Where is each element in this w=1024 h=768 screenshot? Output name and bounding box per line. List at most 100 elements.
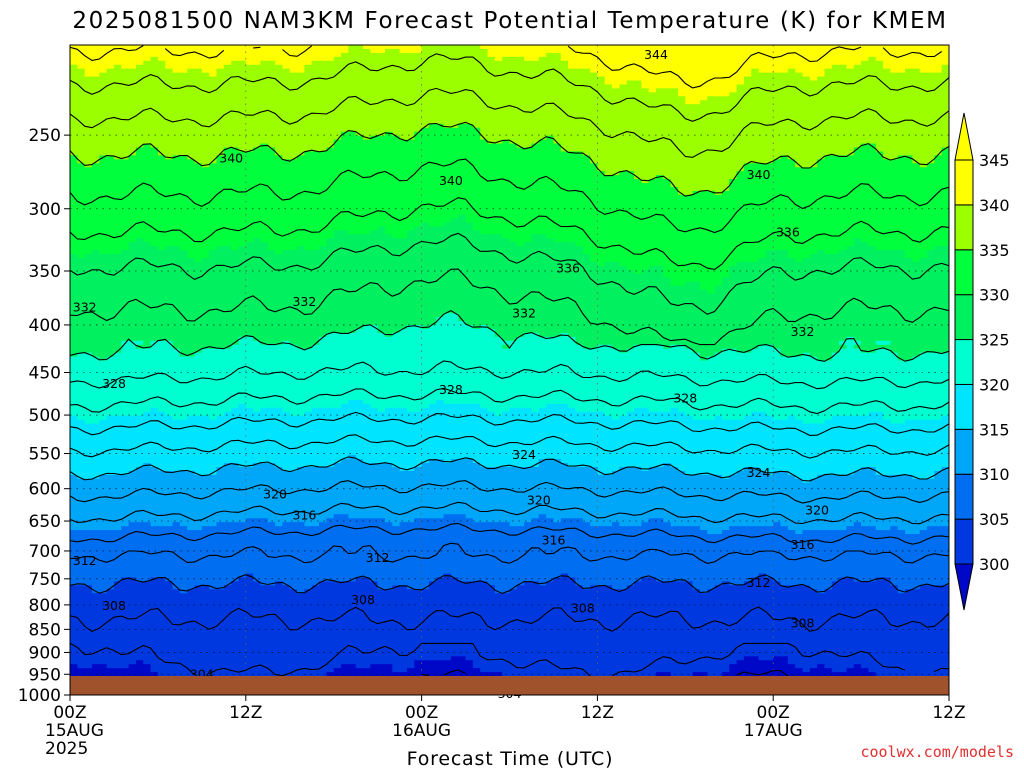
fill-cell bbox=[333, 234, 393, 239]
fill-cell bbox=[70, 411, 144, 417]
contour-316 bbox=[70, 501, 949, 525]
fill-cell bbox=[436, 321, 467, 326]
fill-cell bbox=[121, 577, 137, 582]
fill-cell bbox=[736, 660, 789, 665]
fill-cell bbox=[582, 250, 767, 255]
fill-cell bbox=[714, 585, 811, 590]
fill-cell bbox=[824, 68, 891, 74]
x-tick-label: 15AUG bbox=[45, 721, 104, 741]
fill-cell bbox=[656, 577, 752, 582]
fill-cell bbox=[743, 581, 782, 586]
fill-cell bbox=[787, 415, 796, 421]
fill-cell bbox=[524, 242, 577, 247]
fill-cell bbox=[275, 581, 284, 586]
fill-cell bbox=[736, 348, 752, 354]
fill-cell bbox=[70, 52, 342, 58]
fill-cell bbox=[831, 585, 899, 590]
fill-cell bbox=[392, 234, 408, 239]
fill-cell bbox=[135, 344, 152, 350]
fill-cell bbox=[546, 581, 577, 586]
fill-cell bbox=[560, 52, 949, 58]
fill-cell bbox=[128, 155, 166, 160]
fill-cell bbox=[795, 163, 818, 168]
fill-cell bbox=[135, 238, 144, 243]
fill-cell bbox=[795, 474, 818, 480]
fill-cell bbox=[502, 672, 657, 676]
fill-cell bbox=[817, 250, 826, 255]
fill-cell bbox=[875, 470, 935, 476]
fill-cell bbox=[487, 407, 511, 413]
fill-cell bbox=[150, 344, 174, 350]
fill-cell bbox=[135, 466, 159, 472]
fill-cell bbox=[70, 171, 606, 176]
fill-cell bbox=[890, 419, 906, 425]
fill-cell bbox=[216, 68, 291, 74]
fill-cell bbox=[883, 415, 943, 421]
fill-cell bbox=[714, 415, 723, 421]
fill-cell bbox=[150, 340, 174, 346]
fill-cell bbox=[70, 214, 459, 220]
fill-cell bbox=[919, 585, 949, 590]
fill-cell bbox=[538, 514, 547, 519]
fill-cell bbox=[70, 502, 949, 508]
fill-cell bbox=[70, 435, 949, 440]
fill-cell bbox=[692, 585, 716, 590]
fill-cell bbox=[84, 68, 108, 74]
fill-cell bbox=[70, 293, 949, 298]
fill-cell bbox=[509, 522, 525, 527]
fill-cell bbox=[685, 96, 708, 101]
fill-cell bbox=[670, 522, 774, 527]
fill-cell bbox=[765, 250, 789, 255]
contour-label: 328 bbox=[439, 382, 463, 397]
fill-cell bbox=[253, 407, 262, 413]
fill-cell bbox=[245, 403, 342, 409]
fill-cell bbox=[70, 455, 349, 460]
contour-label: 324 bbox=[512, 447, 536, 462]
fill-cell bbox=[384, 131, 393, 137]
fill-cell bbox=[787, 254, 811, 259]
fill-cell bbox=[934, 470, 949, 476]
fill-cell bbox=[355, 455, 949, 460]
fill-cell bbox=[70, 305, 949, 310]
fill-cell bbox=[839, 577, 855, 582]
fill-cell bbox=[582, 518, 650, 523]
fill-cell bbox=[450, 656, 467, 661]
x-tick-label: 00Z bbox=[757, 703, 790, 723]
fill-cell bbox=[883, 155, 899, 160]
fill-cell bbox=[245, 60, 262, 66]
y-tick-label: 250 bbox=[29, 126, 61, 146]
fill-cell bbox=[590, 257, 760, 263]
contour-338 bbox=[70, 158, 949, 234]
fill-cell bbox=[70, 202, 949, 208]
fill-cell bbox=[377, 325, 408, 330]
fill-cell bbox=[157, 407, 232, 413]
contour-label: 332 bbox=[292, 294, 316, 309]
fill-cell bbox=[157, 466, 218, 472]
fill-cell bbox=[377, 407, 386, 413]
fill-cell bbox=[282, 250, 584, 255]
fill-cell bbox=[70, 439, 949, 444]
fill-cell bbox=[890, 526, 899, 531]
fill-cell bbox=[626, 348, 694, 354]
fill-cell bbox=[70, 443, 949, 448]
fill-cell bbox=[267, 143, 335, 149]
fill-cell bbox=[480, 127, 949, 133]
fill-cell bbox=[70, 648, 949, 653]
fill-cell bbox=[875, 466, 943, 472]
fill-cell bbox=[648, 518, 664, 523]
fill-cell bbox=[846, 246, 877, 251]
fill-cell bbox=[707, 289, 716, 295]
fill-cell bbox=[333, 668, 393, 673]
fill-cell bbox=[150, 463, 225, 468]
fill-cell bbox=[201, 257, 591, 263]
fill-cell bbox=[70, 139, 335, 145]
fill-cell bbox=[231, 344, 298, 350]
fill-cell bbox=[853, 577, 877, 582]
fill-cell bbox=[70, 431, 949, 437]
contour-334 bbox=[70, 232, 949, 315]
fill-cell bbox=[590, 155, 782, 160]
fill-cell bbox=[348, 48, 371, 54]
fill-cell bbox=[135, 577, 152, 582]
fill-cell bbox=[253, 573, 445, 578]
